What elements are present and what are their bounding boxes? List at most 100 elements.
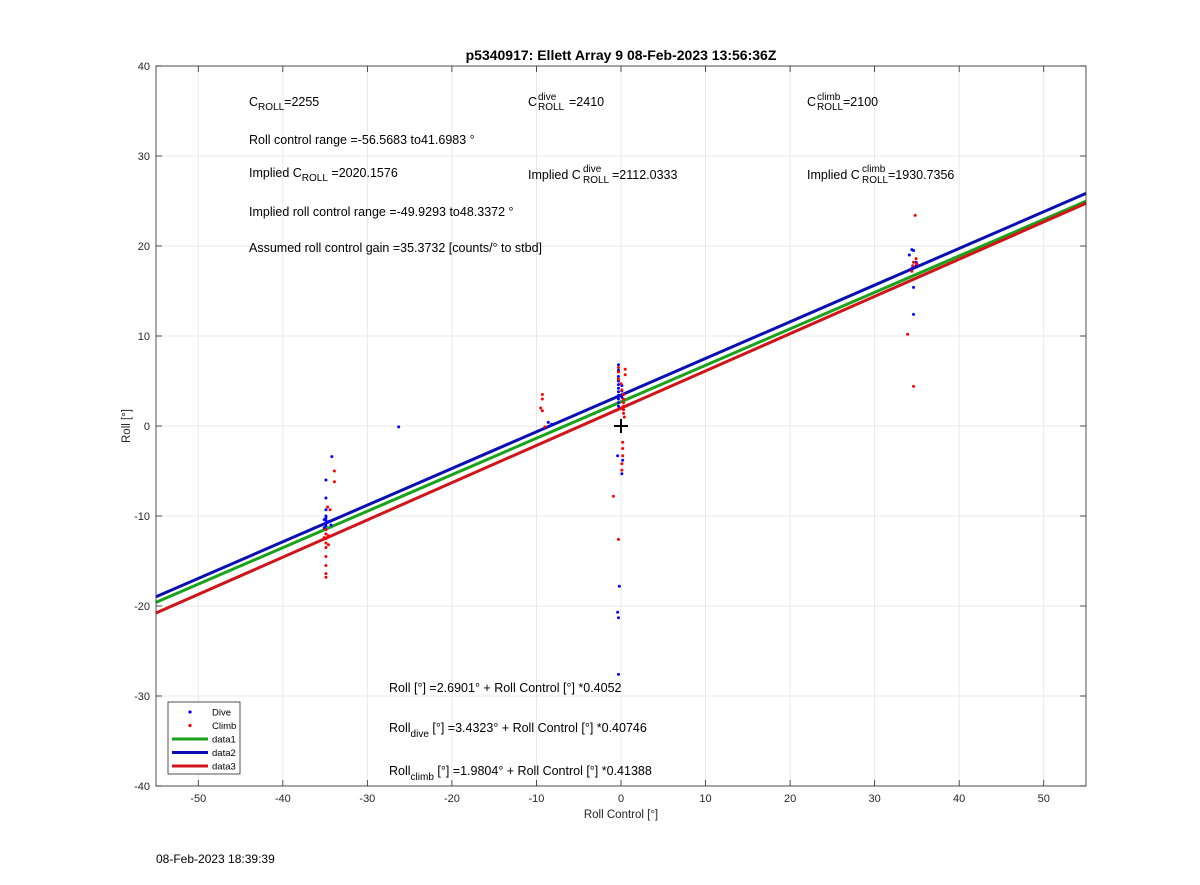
- y-tick-label: -10: [134, 511, 150, 523]
- x-tick-label: 20: [784, 793, 796, 805]
- climb-point: [622, 408, 626, 412]
- svg-text:dive: dive: [538, 92, 557, 103]
- svg-text:ROLL: ROLL: [817, 102, 844, 113]
- legend-label-data2: data2: [212, 748, 236, 759]
- climb-point: [913, 213, 917, 217]
- dive-point: [330, 455, 334, 459]
- dive-point: [912, 249, 916, 252]
- climb-point: [911, 264, 915, 268]
- dive-point: [616, 375, 620, 378]
- climb-point: [622, 397, 626, 401]
- climb-point: [611, 494, 615, 498]
- dive-point: [617, 584, 621, 588]
- dive-point: [616, 390, 620, 394]
- svg-text:Implied C: Implied C: [528, 168, 581, 182]
- climb-point: [621, 447, 625, 450]
- x-tick-label: -50: [190, 793, 206, 805]
- annotation-implied-c-roll: Implied CROLL =2020.1576: [249, 166, 398, 184]
- climb-point: [616, 366, 620, 369]
- dive-point: [616, 616, 620, 620]
- y-tick-label: -40: [134, 781, 150, 793]
- climb-point: [324, 555, 328, 558]
- climb-point: [622, 404, 626, 408]
- legend-swatch-dive: [188, 710, 192, 714]
- climb-point: [540, 397, 544, 401]
- annotation-roll-range: Roll control range =-56.5683 to41.6983 °: [249, 133, 475, 147]
- climb-point: [324, 575, 328, 579]
- y-tick-label: 10: [138, 331, 150, 343]
- legend-label-dive: Dive: [212, 708, 231, 719]
- climb-point: [616, 370, 620, 374]
- climb-point: [912, 260, 916, 264]
- dive-point: [324, 508, 328, 512]
- dive-point: [397, 425, 401, 429]
- y-tick-label: -30: [134, 691, 150, 703]
- climb-point: [621, 454, 625, 458]
- dive-point: [907, 253, 911, 257]
- y-tick-label: 40: [138, 61, 150, 73]
- annotation-c-roll: CROLL=2255: [249, 95, 319, 113]
- x-tick-label: 50: [1038, 793, 1050, 805]
- climb-point: [915, 262, 919, 266]
- svg-text:=2410: =2410: [569, 95, 604, 109]
- y-axis-label: Roll [°]: [121, 409, 133, 443]
- svg-text:C: C: [528, 95, 537, 109]
- dive-point: [616, 610, 620, 614]
- climb-point: [914, 257, 918, 261]
- fit-lines: [155, 192, 1087, 615]
- annotation-c-roll-dive: C dive ROLL =2410: [528, 92, 604, 113]
- annotation-implied-c-roll-climb: Implied C climb ROLL =1930.7356: [807, 164, 954, 186]
- climb-point: [324, 541, 328, 545]
- y-tick-label: -20: [134, 601, 150, 613]
- climb-point: [540, 393, 544, 396]
- x-tick-label: 10: [699, 793, 711, 805]
- legend-label-climb: Climb: [212, 721, 236, 732]
- y-tick-label: 30: [138, 151, 150, 163]
- svg-text:Implied C: Implied C: [807, 168, 860, 182]
- dive-point: [327, 519, 331, 523]
- svg-text:climb: climb: [817, 92, 841, 103]
- svg-text:C: C: [807, 95, 816, 109]
- origin-marker: [614, 419, 628, 433]
- climb-point: [324, 546, 328, 549]
- svg-text:climb: climb: [862, 164, 886, 175]
- x-tick-label: 40: [953, 793, 965, 805]
- x-tick-label: -40: [275, 793, 291, 805]
- climb-point: [910, 269, 914, 273]
- climb-point: [328, 508, 332, 512]
- climb-point: [324, 572, 328, 576]
- climb-point: [616, 377, 620, 381]
- svg-text:ROLL: ROLL: [862, 175, 889, 186]
- dive-point: [616, 393, 620, 397]
- climb-point: [326, 505, 330, 509]
- climb-point: [543, 425, 547, 429]
- dive-point: [324, 496, 328, 500]
- equation-roll-dive: Rolldive [°] =3.4323° + Roll Control [°]…: [389, 721, 647, 740]
- dive-point: [324, 478, 328, 482]
- climb-point: [539, 406, 543, 410]
- fit-line-data2: [155, 192, 1087, 599]
- fit-line-data1: [155, 199, 1087, 604]
- annotation-c-roll-climb: C climb ROLL =2100: [807, 92, 878, 113]
- dive-point: [620, 472, 624, 476]
- svg-text:=2100: =2100: [843, 95, 878, 109]
- climb-point: [332, 480, 336, 484]
- climb-point: [332, 469, 336, 473]
- climb-point: [322, 536, 326, 540]
- climb-point: [620, 462, 624, 466]
- dive-point: [621, 458, 625, 462]
- dive-point: [616, 454, 620, 458]
- climb-point: [619, 382, 623, 386]
- axis-ticks: -50 -40 -30 -20 -10 0 10 20 30 40 50 -40 -30 -20 -10 0 1…: [134, 61, 1086, 805]
- climb-point: [912, 384, 916, 388]
- x-tick-label: 30: [869, 793, 881, 805]
- dive-point: [322, 518, 326, 522]
- climb-point: [616, 537, 620, 541]
- climb-point: [906, 332, 910, 336]
- climb-point: [324, 528, 328, 531]
- svg-text:ROLL: ROLL: [583, 175, 610, 186]
- y-tick-label: 20: [138, 241, 150, 253]
- climb-point: [326, 543, 330, 547]
- climb-point: [324, 532, 328, 536]
- svg-text:=2112.0333: =2112.0333: [612, 168, 678, 182]
